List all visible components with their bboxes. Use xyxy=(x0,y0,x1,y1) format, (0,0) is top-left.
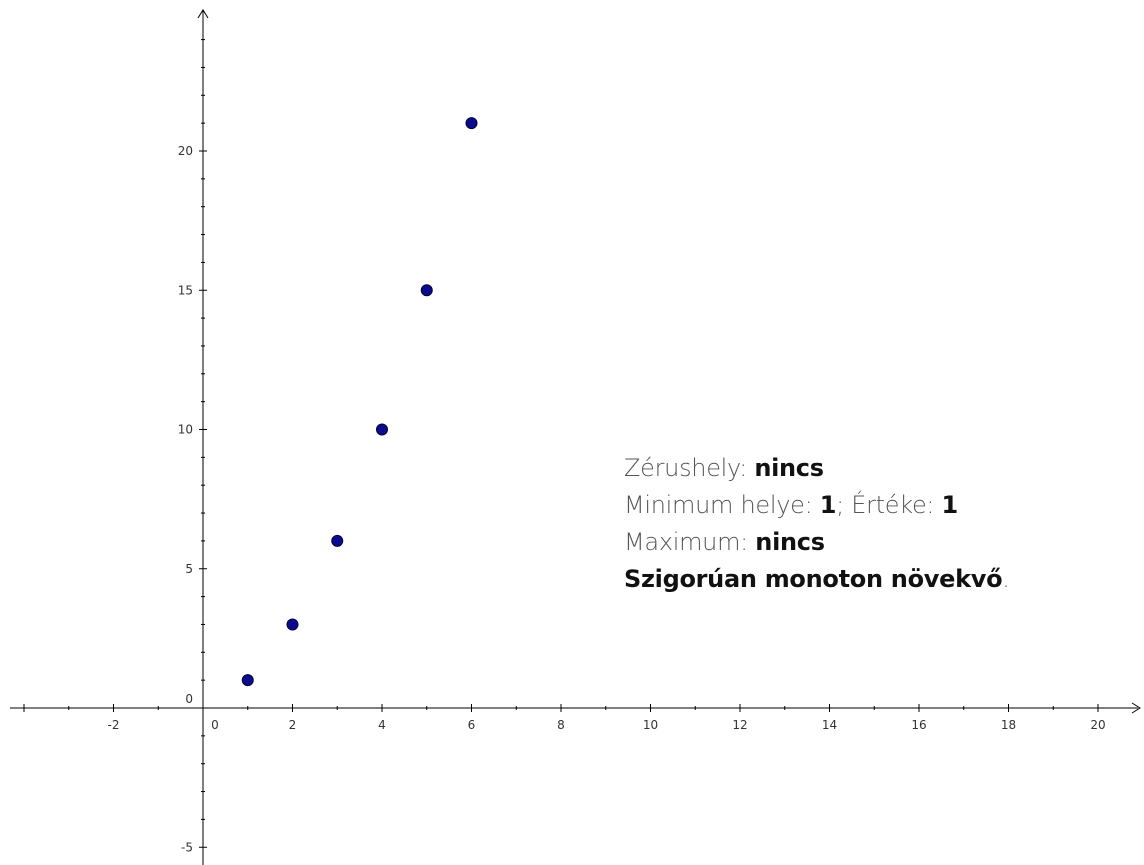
x-axis-arrow xyxy=(1131,702,1141,714)
y-tick-label: 20 xyxy=(178,144,193,158)
data-point xyxy=(331,534,344,547)
zero-point-label: Zérushely: xyxy=(624,454,755,482)
x-tick-label: 6 xyxy=(468,718,476,732)
data-points xyxy=(241,117,478,687)
y-tick-label: 5 xyxy=(185,562,193,576)
x-tick-label: 10 xyxy=(643,718,658,732)
y-tick-label: 10 xyxy=(178,423,193,437)
y-tick-label: 0 xyxy=(185,692,193,706)
axis-ticks: -2 0 2 4 6 8 10 12 14 16 18 20 -5 0 5 10 15 20 xyxy=(23,39,1106,854)
monotonicity-line: Szigorúan monoton növekvő. xyxy=(624,561,1010,598)
data-point xyxy=(376,423,388,436)
y-tick-label: 15 xyxy=(178,283,193,297)
minimum-separator: ; Értéke: xyxy=(836,491,942,519)
x-tick-label: 16 xyxy=(911,718,926,732)
minimum-label: Minimum helye: xyxy=(624,491,820,519)
maximum-line: Maximum: nincs xyxy=(624,524,1010,561)
data-point xyxy=(420,284,433,297)
maximum-value: nincs xyxy=(755,528,825,556)
function-properties: Zérushely: nincs Minimum helye: 1; Érték… xyxy=(624,450,1010,598)
minimum-position: 1 xyxy=(819,491,837,519)
axes xyxy=(10,9,1141,865)
zero-point-value: nincs xyxy=(754,454,824,482)
monotonicity-text: Szigorúan monoton növekvő xyxy=(624,565,1003,593)
minimum-line: Minimum helye: 1; Értéke: 1 xyxy=(624,487,1010,524)
x-tick-label: 2 xyxy=(289,718,297,732)
data-point xyxy=(465,117,478,130)
minimum-value: 1 xyxy=(941,491,959,519)
x-tick-label: 8 xyxy=(557,718,565,732)
y-axis-arrow xyxy=(197,9,209,19)
data-point xyxy=(241,674,254,687)
x-tick-label: 14 xyxy=(822,718,837,732)
x-tick-label: 4 xyxy=(378,718,386,732)
x-tick-label: 12 xyxy=(732,718,747,732)
data-point xyxy=(286,618,299,631)
maximum-label: Maximum: xyxy=(624,528,756,556)
y-tick-label: -5 xyxy=(181,840,193,854)
x-tick-label: 18 xyxy=(1001,718,1016,732)
x-tick-label: 20 xyxy=(1090,718,1105,732)
zero-point-line: Zérushely: nincs xyxy=(624,450,1010,487)
x-tick-label: 0 xyxy=(211,718,219,732)
x-tick-label: -2 xyxy=(108,718,120,732)
monotonicity-period: . xyxy=(1002,565,1010,593)
